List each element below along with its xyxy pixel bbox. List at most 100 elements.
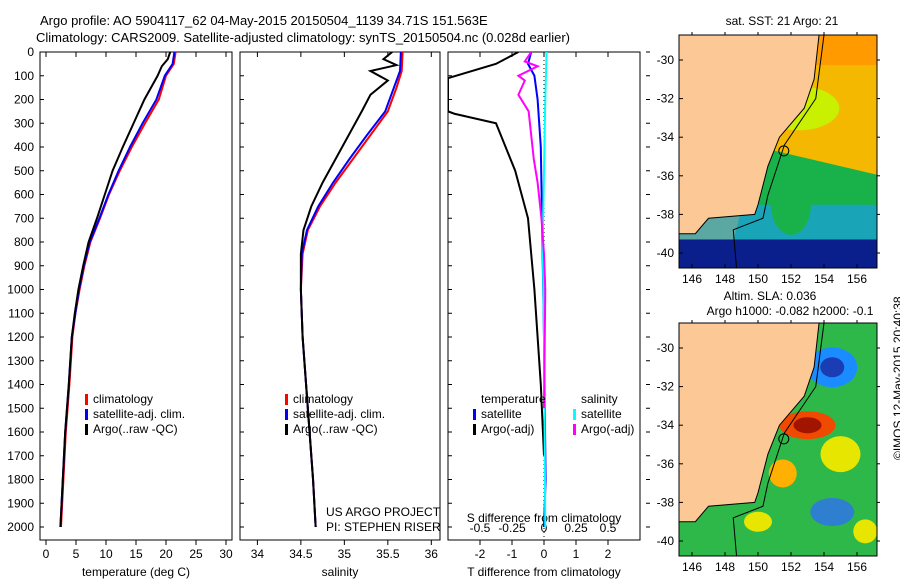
lon-tick-label: 154 — [814, 560, 834, 574]
lat-tick-label: -34 — [657, 130, 675, 144]
y-tick-label: 1500 — [7, 401, 34, 415]
legend-label: Argo(-adj) — [581, 422, 634, 436]
argo-float-marker — [778, 145, 790, 157]
s-tick-label: 0.25 — [564, 521, 588, 535]
x-tick-label: 35 — [338, 547, 352, 561]
salinity-panel: 34 34.5 35 35.5 36 salinity climatologysatelli… — [239, 51, 441, 579]
isobath-line — [732, 35, 825, 268]
map-frame — [678, 322, 878, 557]
legend-swatch — [573, 409, 576, 420]
legend-title-salinity: salinity — [581, 392, 618, 406]
map-area — [679, 323, 877, 556]
sla-feature — [820, 436, 861, 473]
lon-tick-label: 148 — [715, 272, 735, 286]
sla-map: 146 148 150 152 154 156 -30 -32 -34 -36 -38 -40 — [657, 320, 880, 574]
credit-label: ©IMOS 12-May-2015 20:40:38 — [891, 296, 900, 460]
legend-title-temperature: temperature — [481, 392, 546, 406]
lon-tick-label: 146 — [682, 272, 702, 286]
sst-patch — [771, 174, 811, 235]
legend-swatch — [85, 409, 88, 420]
y-tick-label: 700 — [14, 211, 34, 225]
x-axis-label: salinity — [322, 565, 359, 579]
legend-swatch — [85, 394, 88, 405]
lat-tick-label: -38 — [657, 495, 675, 509]
legend-label: Argo(-adj) — [481, 422, 534, 436]
y-tick-label: 300 — [14, 116, 34, 130]
y-tick-label: 600 — [14, 188, 34, 202]
lon-tick-label: 156 — [847, 272, 867, 286]
temperature-panel: 0 5 10 15 20 25 30 temperature (deg C) 0 100 200 30… — [7, 45, 233, 579]
legend-swatch — [473, 409, 476, 420]
title-line2: Climatology: CARS2009. Satellite-adjuste… — [36, 30, 571, 45]
x-tick-label: 20 — [159, 547, 173, 561]
lat-tick-label: -30 — [657, 341, 675, 355]
y-tick-label: 1700 — [7, 449, 34, 463]
y-tick-label: 1400 — [7, 378, 34, 392]
x-tick-label: 15 — [129, 547, 143, 561]
land-australia — [679, 35, 820, 235]
sst-coldest — [679, 239, 877, 268]
legend-label: Argo(..raw -QC) — [293, 422, 378, 436]
legend-swatch — [285, 409, 288, 420]
lat-tick-label: -40 — [657, 246, 675, 260]
series-line-argo---raw--qc- — [59, 52, 172, 528]
series-line-s-argo--adj- — [516, 52, 547, 409]
land-australia — [679, 323, 820, 523]
y-tick-label: 100 — [14, 69, 34, 83]
y-tick-label: 200 — [14, 93, 34, 107]
s-tick-label: -0.5 — [470, 521, 491, 535]
lat-tick-label: -36 — [657, 169, 675, 183]
map-area — [679, 35, 877, 268]
s-tick-label: 0 — [541, 521, 548, 535]
y-tick-label: 1300 — [7, 354, 34, 368]
lat-tick-label: -34 — [657, 418, 675, 432]
legend-swatch — [85, 424, 88, 435]
y-tick-label: 900 — [14, 259, 34, 273]
legend-swatch — [285, 424, 288, 435]
y-tick-label: 1800 — [7, 473, 34, 487]
x-axis-label: T difference from climatology — [467, 565, 621, 579]
y-tick-label: 2000 — [7, 520, 34, 534]
y-tick-label: 1600 — [7, 425, 34, 439]
sla-feature — [853, 519, 877, 544]
lon-tick-label: 152 — [781, 560, 801, 574]
x-tick-label: -2 — [475, 547, 486, 561]
legend-label: satellite — [581, 407, 622, 421]
sla-map-title: Altim. SLA: 0.036 — [724, 289, 817, 303]
legend-label: satellite-adj. clim. — [93, 407, 185, 421]
y-tick-label: 1200 — [7, 330, 34, 344]
lat-tick-label: -32 — [657, 92, 675, 106]
plot-frame — [39, 51, 233, 541]
lon-tick-label: 146 — [682, 560, 702, 574]
x-tick-label: 0 — [541, 547, 548, 561]
s-tick-label: -0.25 — [498, 521, 526, 535]
sla-feature — [793, 417, 822, 434]
x-tick-label: 0 — [43, 547, 50, 561]
legend-swatch — [573, 424, 576, 435]
lat-tick-label: -36 — [657, 457, 675, 471]
sla-feature — [744, 511, 772, 532]
y-tick-label: 1900 — [7, 496, 34, 510]
y-tick-label: 500 — [14, 164, 34, 178]
isobath-line — [732, 323, 825, 556]
lat-tick-label: -38 — [657, 207, 675, 221]
lon-tick-label: 154 — [814, 272, 834, 286]
x-tick-label: 35.5 — [376, 547, 400, 561]
y-tick-label: 0 — [27, 45, 34, 59]
y-tick-label: 1000 — [7, 283, 34, 297]
pi-label: PI: STEPHEN RISER — [326, 520, 441, 534]
legend-label: satellite-adj. clim. — [293, 407, 385, 421]
x-tick-label: 36 — [425, 547, 439, 561]
legend-swatch — [473, 424, 476, 435]
difference-panel: -2 -1 0 1 2 T difference from climatology -0.5… — [447, 51, 650, 579]
project-label: US ARGO PROJECT — [326, 505, 441, 519]
sla-feature — [768, 459, 797, 488]
sla-map-subtitle: Argo h1000: -0.082 h2000: -0.1 — [707, 304, 874, 318]
y-tick-label: 1100 — [8, 306, 34, 320]
series-line-t-argo--adj- — [448, 52, 545, 456]
x-tick-label: -1 — [507, 547, 518, 561]
sst-map-title: sat. SST: 21 Argo: 21 — [726, 14, 839, 28]
x-tick-label: 1 — [573, 547, 580, 561]
x-tick-label: 30 — [219, 547, 233, 561]
